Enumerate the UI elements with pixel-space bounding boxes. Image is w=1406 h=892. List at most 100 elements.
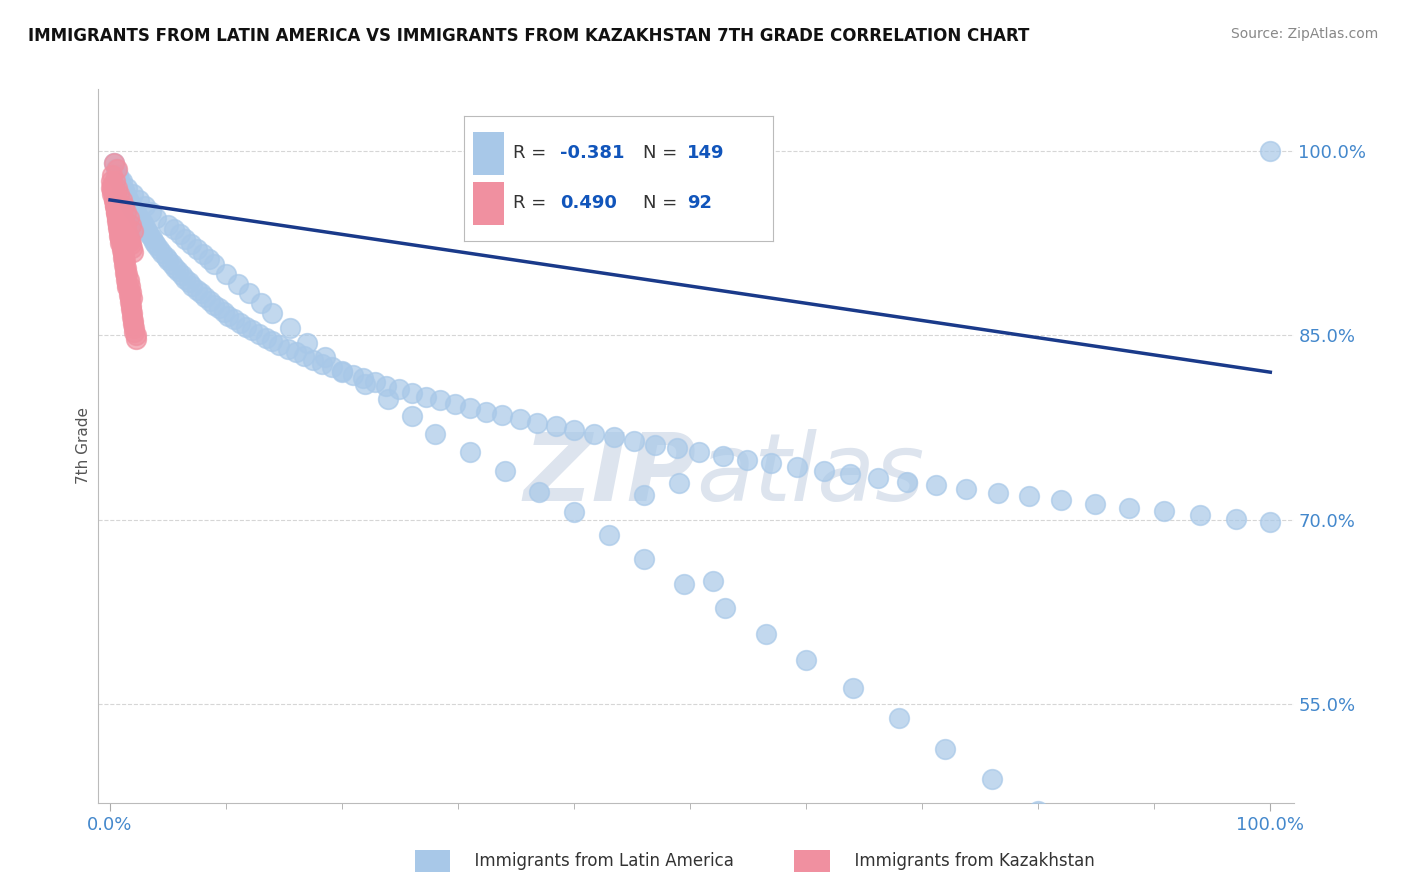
Point: [321, 360, 343, 375]
Text: Source: ZipAtlas.com: Source: ZipAtlas.com: [1230, 27, 1378, 41]
Point: [181, 279, 204, 293]
Point: [155, 250, 177, 264]
Point: [623, 434, 645, 448]
Y-axis label: 7th Grade: 7th Grade: [76, 408, 91, 484]
Point: [226, 277, 249, 291]
Point: [180, 237, 202, 252]
Point: [115, 269, 138, 284]
Point: [138, 227, 160, 242]
Point: [269, 338, 291, 352]
Point: [841, 681, 863, 696]
Point: [868, 471, 890, 485]
Point: [250, 296, 273, 310]
Point: [103, 182, 125, 196]
Point: [794, 653, 817, 667]
Point: [110, 204, 132, 219]
Point: [105, 210, 128, 224]
Point: [101, 186, 124, 201]
Point: [240, 323, 263, 337]
Point: [644, 438, 666, 452]
Point: [111, 244, 134, 258]
Point: [302, 352, 325, 367]
Point: [1018, 490, 1040, 504]
Point: [111, 211, 134, 226]
Point: [122, 202, 145, 216]
Point: [177, 276, 200, 290]
Point: [224, 312, 246, 326]
Text: R =: R =: [513, 145, 553, 162]
Point: [101, 169, 124, 183]
Point: [104, 196, 127, 211]
Point: [120, 237, 142, 252]
Point: [124, 328, 146, 343]
Point: [129, 212, 152, 227]
Point: [169, 227, 191, 242]
Point: [112, 254, 135, 268]
Point: [139, 205, 162, 219]
Point: [375, 378, 398, 392]
Point: [115, 222, 138, 236]
Point: [711, 449, 734, 463]
Point: [562, 423, 585, 437]
Point: [104, 186, 127, 200]
Point: [104, 162, 127, 177]
Point: [111, 240, 134, 254]
Point: [526, 416, 548, 430]
Point: [101, 183, 124, 197]
Point: [111, 251, 134, 265]
Point: [114, 254, 136, 268]
Point: [163, 222, 186, 236]
Point: [105, 162, 128, 177]
Point: [229, 316, 252, 330]
Point: [145, 211, 167, 226]
Point: [254, 331, 277, 345]
Point: [122, 313, 145, 327]
Point: [131, 216, 153, 230]
Point: [197, 252, 219, 266]
Point: [112, 248, 135, 262]
Point: [887, 711, 910, 725]
Point: [342, 368, 364, 382]
Point: [668, 475, 690, 490]
Point: [108, 228, 131, 243]
Point: [110, 232, 132, 246]
Point: [112, 199, 135, 213]
Point: [143, 235, 166, 249]
Point: [475, 404, 498, 418]
Point: [186, 283, 208, 297]
Point: [215, 267, 238, 281]
Point: [311, 357, 333, 371]
Point: [120, 299, 142, 313]
Point: [262, 306, 284, 320]
Point: [117, 194, 139, 209]
Point: [666, 442, 689, 456]
Point: [401, 386, 423, 401]
Point: [107, 196, 129, 211]
Point: [112, 215, 135, 229]
Point: [121, 241, 143, 255]
Point: [297, 335, 319, 350]
Text: R =: R =: [513, 194, 553, 212]
Point: [105, 193, 128, 207]
Point: [352, 371, 374, 385]
Point: [117, 280, 139, 294]
Point: [104, 189, 127, 203]
Point: [120, 285, 142, 300]
Text: N =: N =: [644, 145, 683, 162]
Text: 149: 149: [686, 145, 724, 162]
Point: [1118, 500, 1140, 515]
Point: [103, 193, 125, 207]
Point: [121, 291, 143, 305]
Point: [1084, 497, 1107, 511]
Point: [124, 332, 146, 346]
Point: [160, 257, 183, 271]
Point: [115, 273, 138, 287]
Point: [111, 180, 134, 194]
Point: [761, 456, 783, 470]
Point: [1225, 511, 1247, 525]
Point: [124, 325, 146, 339]
Point: [673, 576, 696, 591]
Point: [111, 208, 134, 222]
Point: [204, 297, 226, 311]
Point: [108, 225, 131, 239]
